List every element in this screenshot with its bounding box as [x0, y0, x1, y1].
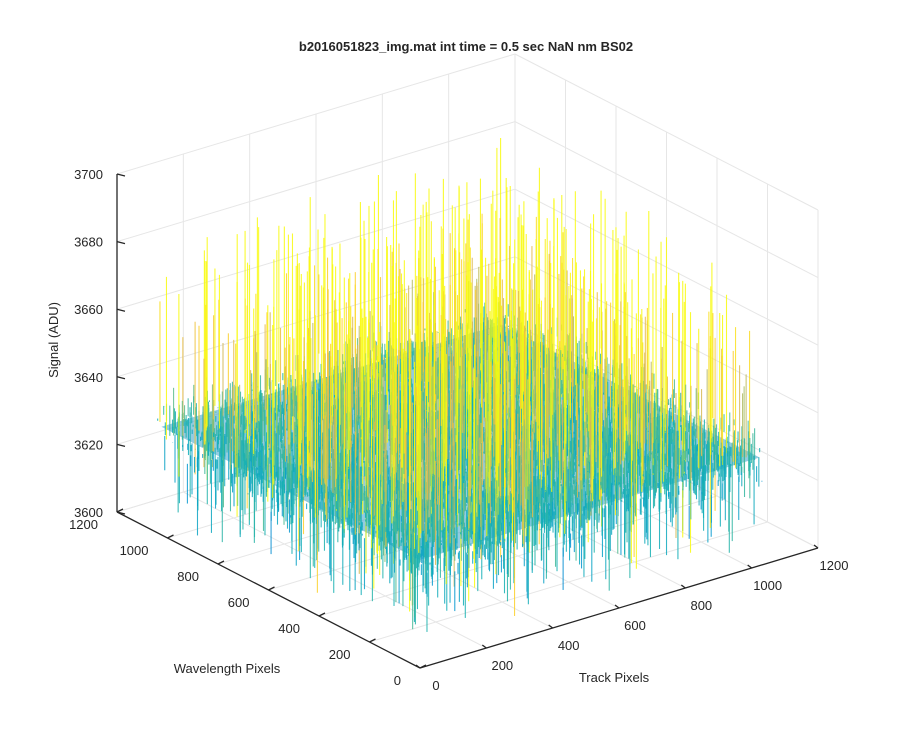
wall-grid-line: [116, 53, 516, 175]
wall-grid-line: [116, 121, 516, 243]
floor-grid-line: [369, 521, 768, 643]
wall-grid-line: [116, 188, 516, 310]
wall-grid-line: [514, 53, 819, 211]
noise-surface: [157, 138, 763, 632]
wall-grid-line: [514, 121, 819, 279]
